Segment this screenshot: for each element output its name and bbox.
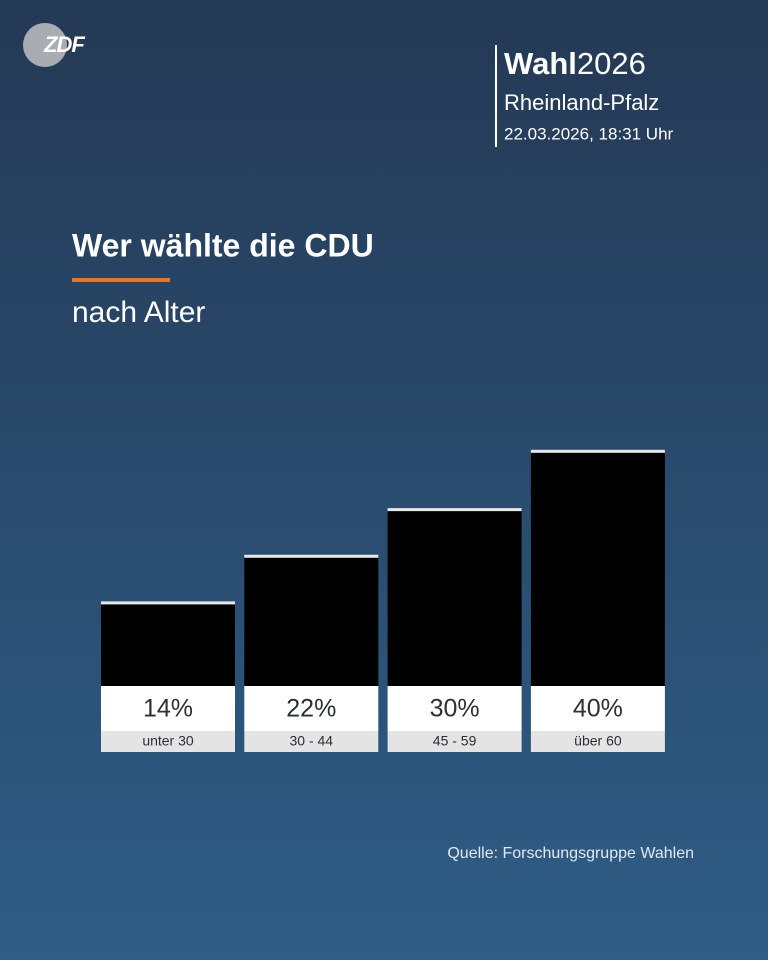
bar: [387, 511, 522, 686]
header-brand-line: Wahl2026: [504, 46, 646, 81]
header-brand: Wahl: [504, 46, 577, 81]
category-box: [244, 731, 379, 752]
bar-cap: [387, 508, 522, 512]
value-label: 40%: [573, 695, 623, 723]
value-label: 14%: [143, 695, 193, 723]
bar-cap: [244, 554, 379, 558]
bar-cap: [530, 449, 665, 453]
chart-subtitle: nach Alter: [72, 296, 205, 329]
bar: [244, 557, 379, 686]
category-label: 30 - 44: [290, 733, 334, 749]
header-year: 2026: [577, 46, 646, 81]
category-box: [530, 731, 665, 752]
category-box: [387, 731, 522, 752]
value-label-box: [101, 686, 235, 731]
bar: [530, 452, 665, 686]
value-label-box: [387, 686, 522, 731]
value-label-box: [530, 686, 665, 731]
source: Quelle: Forschungsgruppe Wahlen: [447, 845, 694, 862]
title-underline: [72, 278, 170, 282]
value-label: 30%: [430, 695, 480, 723]
value-label-box: [244, 686, 379, 731]
bar: [101, 604, 235, 686]
value-label: 22%: [286, 695, 336, 723]
logo-circle: [23, 23, 67, 67]
category-box: [101, 731, 235, 752]
category-label: 45 - 59: [433, 733, 477, 749]
chart-title: Wer wählte die CDU: [72, 227, 374, 263]
category-label: über 60: [574, 733, 622, 749]
logo: ZDF: [43, 32, 85, 57]
bar-cap: [101, 601, 235, 605]
header-timestamp: 22.03.2026, 18:31 Uhr: [504, 124, 674, 143]
category-label: unter 30: [142, 733, 194, 749]
header-region: Rheinland-Pfalz: [504, 90, 659, 115]
